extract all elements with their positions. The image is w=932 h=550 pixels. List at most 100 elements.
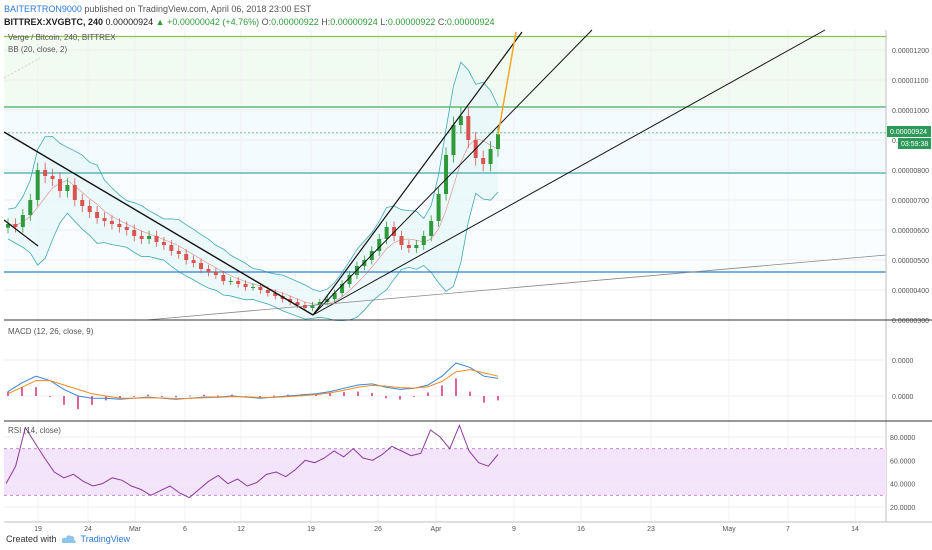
candle-body (436, 194, 441, 221)
header-publish-line: BAITERTRON9000 published on TradingView.… (4, 4, 311, 14)
candle-body (43, 170, 48, 176)
time-tick-label: 16 (577, 526, 585, 533)
faded-trend-line (3, 57, 41, 79)
symbol-label[interactable]: BITTREX:XVGBTC, 240 (4, 17, 104, 27)
candle-body (169, 245, 174, 251)
close-value: 0.00000924 (446, 17, 495, 27)
candle-body (80, 200, 85, 206)
time-tick-label: Apr (431, 526, 443, 533)
candle-body (176, 251, 181, 254)
rsi-legend: RSI (14, close) (8, 426, 61, 435)
projection-line (497, 31, 517, 136)
candle-body (258, 287, 263, 290)
open-label: O: (261, 17, 272, 27)
time-axis[interactable]: 19 24 Mar 6 12 19 26 Apr 9 16 23 May 7 14 (34, 526, 859, 533)
price-tick-label: 0.00000800 (892, 168, 929, 175)
price-tick-label: 0.00000300 (892, 318, 929, 325)
price-badge-value: 0.00000924 (890, 129, 927, 136)
rsi-pane[interactable] (5, 423, 499, 499)
candle-body (265, 290, 270, 293)
candle-body (50, 176, 55, 179)
candle-body (466, 116, 471, 140)
price-axis[interactable]: 0.000012000.000011000.000010000.00000900… (890, 48, 929, 512)
price-tick-label: 0.00000700 (892, 198, 929, 205)
macd-legend: MACD (12, 26, close, 9) (8, 327, 94, 336)
candle-body (458, 116, 463, 125)
author-link[interactable]: BAITERTRON9000 (4, 4, 82, 14)
header-quote-line: BITTREX:XVGBTC, 240 0.00000924 ▲ +0.0000… (4, 17, 494, 27)
macd-gridlines (4, 359, 886, 397)
candle-body (72, 185, 77, 200)
fan-line-mid (312, 29, 593, 316)
low-value: 0.00000922 (387, 17, 436, 27)
macd-histogram-bar (77, 396, 79, 410)
publish-info: published on TradingView.com, April 06, … (84, 4, 312, 14)
candle-body (399, 236, 404, 245)
rsi-line (5, 423, 499, 499)
candle-body (109, 221, 114, 224)
candle-body (421, 236, 426, 245)
macd-histogram-bar (189, 395, 191, 397)
price-badge-bg (887, 126, 931, 137)
macd-histogram-bar (161, 396, 163, 397)
candle-body (481, 158, 486, 164)
candle-body (117, 224, 122, 227)
macd-pane[interactable] (7, 362, 499, 410)
main-legend-title: Verge / Bitcoin, 240, BITTREX (8, 33, 116, 42)
bb-fill (8, 62, 498, 321)
price-tick-label: 0.00001000 (892, 108, 929, 115)
price-tick-label: 0.00001200 (892, 48, 929, 55)
macd-histogram-bar (343, 392, 345, 396)
candle-body (13, 224, 18, 227)
candle-body (206, 269, 211, 272)
macd-histogram-bar (497, 396, 499, 401)
candle-body (236, 281, 241, 284)
candle-body (295, 302, 300, 305)
signal-line (7, 369, 499, 400)
macd-histogram-bar (329, 393, 331, 396)
fan-line-shallow (312, 29, 826, 316)
time-tick-label: 19 (34, 526, 42, 533)
time-tick-label: 24 (84, 526, 92, 533)
candle-body (102, 218, 107, 221)
macd-histogram-bar (441, 385, 443, 396)
macd-histogram-bar (357, 391, 359, 396)
macd-histogram-bar (413, 396, 415, 397)
time-tick-label: 9 (512, 526, 516, 533)
price-tick-label: 0.00000600 (892, 228, 929, 235)
created-with-label: Created with (6, 534, 57, 544)
price-change: +0.00000042 (+4.76%) (167, 17, 260, 27)
macd-line (7, 362, 499, 400)
candle-body (95, 212, 100, 218)
time-tick-label: 14 (851, 526, 859, 533)
candle-body (377, 239, 382, 251)
macd-tick-label: 0.0000 (892, 358, 914, 365)
macd-histogram-bar (35, 387, 37, 396)
macd-histogram-bar (483, 396, 485, 403)
tradingview-brand-link[interactable]: TradingView (80, 534, 131, 544)
candle-body (87, 206, 92, 212)
macd-histogram-bar (469, 391, 471, 396)
candle-body (35, 170, 40, 200)
candle-body (406, 245, 411, 248)
candle-body (161, 242, 166, 245)
candle-body (251, 287, 255, 288)
macd-histogram-bar (91, 396, 93, 405)
macd-histogram-bar (203, 394, 205, 396)
macd-histogram-bar (385, 396, 387, 399)
candle-body (147, 236, 152, 239)
candle-body (139, 236, 144, 239)
rsi-tick-label: 40.0000 (890, 482, 915, 489)
candle-body (213, 272, 218, 275)
macd-histogram-bar (399, 396, 401, 400)
macd-tick-label: 0.0000 (892, 394, 914, 401)
candle-body (243, 284, 248, 287)
candle-body (496, 134, 500, 149)
rsi-tick-label: 80.0000 (890, 435, 915, 442)
footer: Created with TradingView (6, 534, 130, 544)
candle-body (340, 284, 345, 293)
open-value: 0.00000922 (271, 17, 319, 27)
low-label: L: (380, 17, 388, 27)
